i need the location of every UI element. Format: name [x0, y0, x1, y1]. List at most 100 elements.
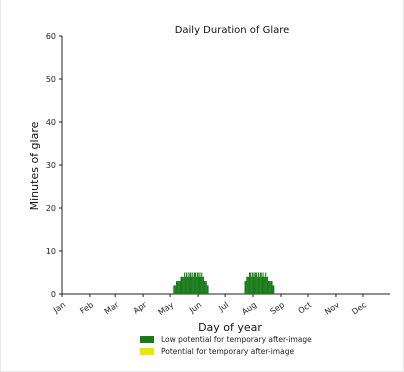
legend-item-low: Low potential for temporary after-image: [140, 333, 312, 345]
y-tick-label: 50: [46, 75, 56, 84]
glare-bar: [255, 272, 257, 294]
glare-bar: [246, 276, 248, 294]
glare-bar: [174, 285, 176, 294]
glare-bar: [251, 272, 253, 294]
x-axis-ticks: Jan Feb Mar Apr May Jun Jul Aug Sep Oct Nov Dec: [51, 294, 368, 317]
glare-bar: [177, 281, 179, 294]
glare-bar: [179, 281, 181, 294]
glare-bar: [196, 272, 198, 294]
x-axis-label: Day of year: [198, 321, 262, 334]
glare-bar: [258, 276, 260, 294]
glare-bar: [265, 272, 267, 294]
x-tick-label: Aug: [240, 300, 258, 316]
legend-label-low: Low potential for temporary after-image: [161, 334, 312, 344]
legend-label-potential: Potential for temporary after-image: [161, 346, 295, 356]
glare-bar: [207, 285, 209, 294]
glare-bar: [194, 272, 196, 294]
glare-bar: [199, 272, 201, 294]
glare-bar: [273, 285, 275, 294]
glare-bar: [205, 281, 207, 294]
y-tick-label: 40: [46, 118, 56, 127]
glare-bar: [202, 276, 204, 294]
glare-bar: [259, 272, 261, 294]
glare-bar: [272, 285, 274, 294]
glare-bar: [268, 281, 270, 294]
y-axis-ticks: 0 10 20 30 40 50 60: [46, 32, 62, 299]
legend-item-potential: Potential for temporary after-image: [140, 345, 312, 357]
x-tick-label: Sep: [269, 300, 287, 316]
glare-bar: [175, 285, 177, 294]
y-tick-label: 20: [46, 204, 56, 213]
glare-bar: [252, 272, 254, 294]
glare-bar: [247, 276, 249, 294]
glare-bar: [256, 272, 258, 294]
x-tick-label: Oct: [297, 300, 314, 315]
glare-bar: [191, 276, 193, 294]
glare-bar: [197, 272, 199, 294]
y-axis-label: Minutes of glare: [28, 121, 41, 210]
glare-bar: [204, 281, 206, 294]
glare-bar: [270, 281, 272, 294]
glare-bar: [176, 281, 178, 294]
glare-bar: [244, 281, 246, 294]
glare-bar: [249, 272, 251, 294]
y-tick-label: 10: [46, 247, 56, 256]
glare-bars: [173, 272, 275, 294]
y-tick-label: 0: [51, 290, 56, 299]
glare-bar: [254, 272, 256, 294]
glare-bar: [248, 276, 250, 294]
x-tick-label: Jan: [51, 300, 67, 315]
glare-bar: [267, 276, 269, 294]
glare-bar: [181, 276, 183, 294]
glare-bar: [193, 276, 195, 294]
glare-bar: [180, 276, 182, 294]
glare-bar: [257, 272, 260, 294]
glare-bar: [188, 276, 190, 294]
x-tick-label: Jun: [187, 300, 203, 315]
glare-bar: [203, 281, 205, 294]
legend-swatch-potential: [140, 347, 154, 355]
glare-bar: [185, 276, 187, 294]
glare-bar: [201, 272, 203, 294]
y-tick-label: 30: [46, 161, 56, 170]
x-tick-label: Jul: [216, 300, 230, 313]
glare-bar: [186, 276, 188, 294]
glare-bar: [263, 276, 265, 294]
glare-bar: [178, 281, 180, 294]
glare-bar: [264, 276, 266, 294]
x-tick-label: Feb: [78, 300, 95, 316]
glare-bar: [189, 272, 191, 294]
glare-bar: [182, 276, 184, 294]
glare-bar: [192, 272, 194, 294]
glare-bar: [260, 272, 262, 294]
glare-bar: [173, 285, 175, 294]
glare-bar: [190, 272, 192, 294]
glare-bar: [198, 276, 200, 294]
glare-bar: [269, 281, 271, 294]
glare-bar: [184, 272, 186, 294]
legend-swatch-low: [140, 335, 154, 343]
legend: Low potential for temporary after-image …: [140, 333, 312, 357]
glare-bar: [183, 276, 185, 294]
glare-bar: [262, 272, 264, 294]
glare-bar: [203, 276, 205, 294]
glare-bar: [194, 272, 196, 294]
chart-title: Daily Duration of Glare: [175, 25, 290, 36]
glare-bar: [266, 276, 268, 294]
glare-bar: [206, 285, 208, 294]
glare-bar: [253, 276, 255, 294]
glare-bar: [257, 276, 259, 294]
glare-bar: [248, 272, 251, 294]
x-tick-label: May: [157, 300, 176, 317]
glare-bar: [175, 281, 178, 294]
glare-bar: [187, 272, 189, 294]
glare-bar: [195, 276, 197, 294]
x-tick-label: Apr: [132, 300, 149, 316]
glare-bar: [267, 281, 269, 294]
x-tick-label: Dec: [350, 300, 368, 316]
glare-bar: [250, 276, 252, 294]
glare-bar: [245, 281, 247, 294]
glare-bar: [261, 276, 263, 294]
